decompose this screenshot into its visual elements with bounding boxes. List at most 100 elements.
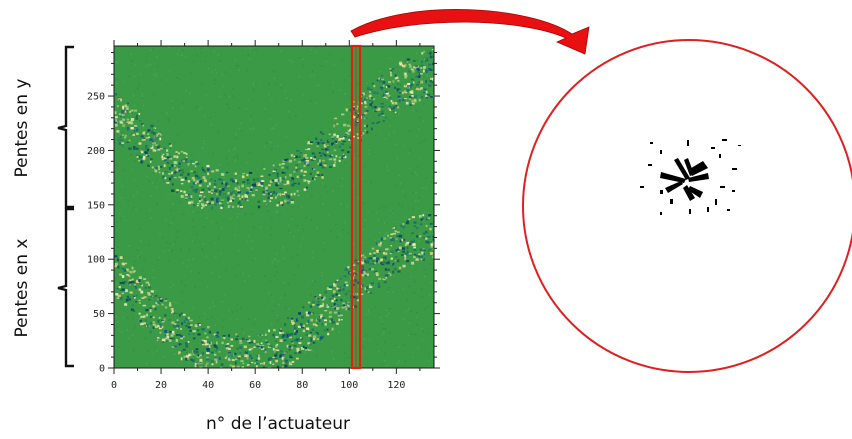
matrix-coefficient xyxy=(412,81,415,84)
matrix-coefficient xyxy=(324,323,327,326)
matrix-coefficient xyxy=(140,151,145,154)
matrix-coefficient xyxy=(193,171,197,174)
matrix-coefficient xyxy=(347,151,350,153)
matrix-coefficient xyxy=(140,290,144,294)
matrix-coefficient xyxy=(323,164,327,167)
matrix-noise xyxy=(428,294,431,296)
matrix-noise xyxy=(315,86,317,89)
matrix-coefficient xyxy=(371,247,375,250)
matrix-noise xyxy=(225,157,228,160)
matrix-coefficient xyxy=(366,131,369,134)
matrix-noise xyxy=(151,182,154,184)
matrix-coefficient xyxy=(248,341,251,344)
matrix-coefficient xyxy=(357,136,360,140)
matrix-noise xyxy=(294,335,296,338)
matrix-noise xyxy=(279,214,281,217)
matrix-coefficient xyxy=(204,341,207,345)
matrix-noise xyxy=(424,308,426,311)
matrix-coefficient xyxy=(316,338,320,341)
matrix-coefficient xyxy=(382,80,386,84)
matrix-coefficient xyxy=(301,158,305,162)
matrix-coefficient xyxy=(227,357,231,361)
matrix-noise xyxy=(332,358,335,360)
matrix-coefficient xyxy=(264,186,268,190)
matrix-noise xyxy=(135,208,137,210)
matrix-coefficient xyxy=(375,242,379,245)
matrix-coefficient xyxy=(171,311,175,314)
matrix-coefficient xyxy=(187,162,190,166)
matrix-noise xyxy=(378,245,381,248)
matrix-coefficient xyxy=(149,309,152,313)
matrix-coefficient xyxy=(206,352,210,355)
matrix-coefficient xyxy=(371,122,375,125)
matrix-coefficient xyxy=(157,302,160,305)
matrix-coefficient xyxy=(172,172,176,175)
matrix-noise xyxy=(277,202,279,204)
matrix-coefficient xyxy=(366,87,370,90)
matrix-noise xyxy=(416,92,419,95)
matrix-coefficient xyxy=(115,293,119,296)
matrix-coefficient xyxy=(423,232,426,235)
matrix-noise xyxy=(398,113,400,115)
matrix-noise xyxy=(122,343,125,345)
matrix-noise xyxy=(305,334,307,336)
matrix-coefficient xyxy=(259,362,264,365)
matrix-coefficient xyxy=(289,333,292,336)
matrix-coefficient xyxy=(380,110,384,113)
matrix-coefficient xyxy=(119,289,123,291)
matrix-coefficient xyxy=(131,308,134,311)
matrix-coefficient xyxy=(341,149,345,152)
matrix-noise xyxy=(195,352,198,355)
matrix-coefficient xyxy=(121,275,125,278)
matrix-coefficient xyxy=(231,205,235,209)
matrix-coefficient xyxy=(138,279,141,282)
matrix-coefficient xyxy=(403,90,407,93)
matrix-coefficient xyxy=(309,172,312,175)
matrix-coefficient xyxy=(272,356,275,359)
matrix-coefficient xyxy=(288,195,291,199)
matrix-coefficient xyxy=(114,116,118,119)
matrix-coefficient xyxy=(296,150,300,152)
matrix-coefficient xyxy=(417,82,420,84)
matrix-noise xyxy=(123,219,126,222)
matrix-noise xyxy=(123,215,126,218)
matrix-coefficient xyxy=(216,335,220,338)
matrix-coefficient xyxy=(331,142,335,145)
x-tick-label: 120 xyxy=(387,380,405,391)
matrix-coefficient xyxy=(194,365,197,368)
matrix-coefficient xyxy=(397,83,399,86)
matrix-noise xyxy=(317,140,320,142)
matrix-noise xyxy=(381,205,383,208)
matrix-coefficient xyxy=(296,168,298,172)
matrix-coefficient xyxy=(254,362,257,364)
matrix-coefficient xyxy=(246,357,249,360)
matrix-coefficient xyxy=(294,333,297,335)
matrix-coefficient xyxy=(340,277,343,280)
matrix-noise xyxy=(403,344,405,346)
matrix-coefficient xyxy=(406,246,409,250)
matrix-noise xyxy=(115,316,118,318)
matrix-coefficient xyxy=(134,296,136,299)
matrix-coefficient xyxy=(201,203,204,206)
matrix-coefficient xyxy=(380,102,384,105)
matrix-noise xyxy=(152,93,155,95)
matrix-coefficient xyxy=(241,366,245,368)
matrix-coefficient xyxy=(400,224,404,228)
matrix-coefficient xyxy=(208,202,211,205)
matrix-coefficient xyxy=(126,274,129,276)
matrix-coefficient xyxy=(133,145,136,149)
matrix-coefficient xyxy=(162,157,166,159)
matrix-noise xyxy=(277,144,279,147)
matrix-coefficient xyxy=(251,341,255,344)
matrix-coefficient xyxy=(303,154,307,158)
matrix-coefficient xyxy=(161,321,165,323)
matrix-noise xyxy=(301,205,303,208)
matrix-coefficient xyxy=(234,352,237,355)
matrix-noise xyxy=(298,75,300,78)
matrix-noise xyxy=(323,65,325,67)
matrix-noise xyxy=(321,274,324,277)
matrix-coefficient xyxy=(173,176,177,179)
matrix-coefficient xyxy=(267,192,272,196)
matrix-noise xyxy=(188,259,190,261)
matrix-coefficient xyxy=(281,357,285,361)
